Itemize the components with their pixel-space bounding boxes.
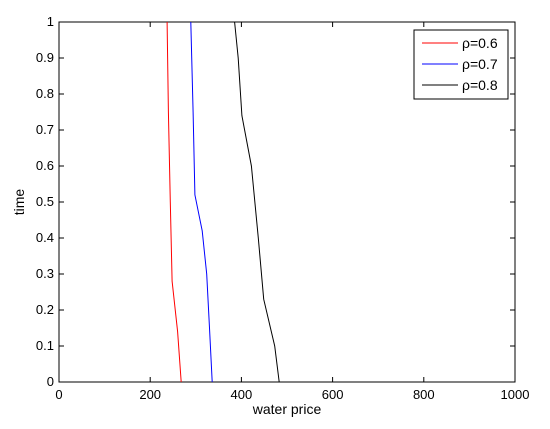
y-tick-label: 0.4 <box>36 230 54 245</box>
legend-label-1: ρ=0.6 <box>462 35 498 51</box>
y-tick-label: 0.1 <box>36 338 54 353</box>
x-axis-label: water price <box>252 401 322 417</box>
y-tick-label: 0.3 <box>36 266 54 281</box>
y-axis-label: time <box>11 189 27 216</box>
series-line-1 <box>166 21 182 383</box>
y-tick-label: 0.6 <box>36 158 54 173</box>
y-tick-label: 0.5 <box>36 194 54 209</box>
x-tick-label: 800 <box>413 387 435 402</box>
x-tick-label: 0 <box>55 387 62 402</box>
x-tick-label: 1000 <box>501 387 530 402</box>
x-tick-label: 400 <box>231 387 253 402</box>
y-tick-label: 0 <box>47 374 54 389</box>
x-tick-label: 600 <box>322 387 344 402</box>
y-tick-label: 0.8 <box>36 86 54 101</box>
x-tick-label: 200 <box>139 387 161 402</box>
series-line-2 <box>190 21 213 383</box>
series-line-3 <box>234 21 280 383</box>
legend: ρ=0.6 ρ=0.7 ρ=0.8 <box>413 29 509 100</box>
y-tick-label: 1 <box>47 14 54 29</box>
y-tick-label: 0.2 <box>36 302 54 317</box>
legend-label-3: ρ=0.8 <box>462 77 498 93</box>
y-tick-label: 0.9 <box>36 50 54 65</box>
legend-label-2: ρ=0.7 <box>462 56 498 72</box>
y-tick-label: 0.7 <box>36 122 54 137</box>
